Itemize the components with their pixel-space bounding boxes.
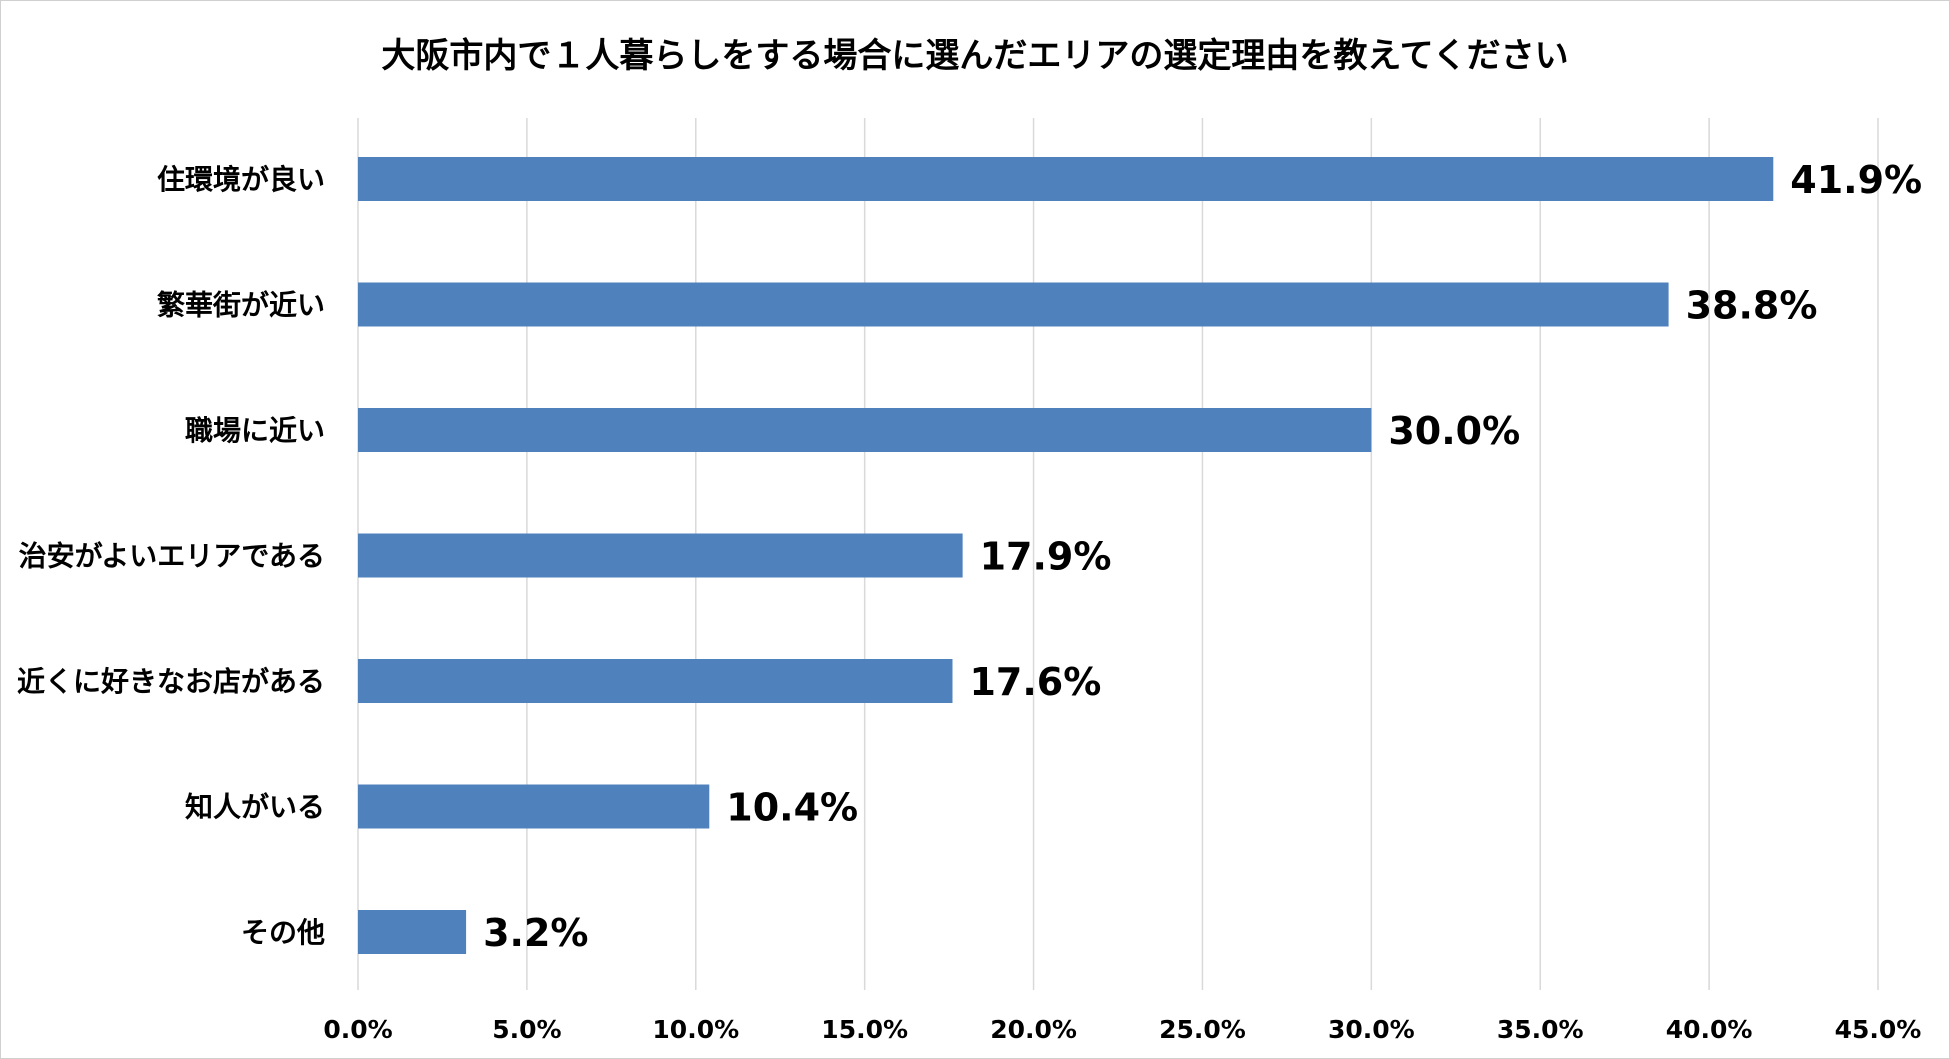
- data-label: 38.8%: [1686, 284, 1818, 328]
- data-label: 3.2%: [483, 911, 588, 955]
- bar: [358, 910, 467, 954]
- x-tick-label: 40.0%: [1666, 1015, 1753, 1044]
- category-label: 治安がよいエリアである: [19, 540, 325, 573]
- chart-title: 大阪市内で１人暮らしをする場合に選んだエリアの選定理由を教えてください: [381, 36, 1569, 76]
- data-label: 17.6%: [969, 660, 1101, 704]
- bar: [358, 533, 963, 578]
- data-label: 17.9%: [980, 535, 1112, 579]
- x-tick-label: 35.0%: [1497, 1015, 1584, 1044]
- x-tick-label: 0.0%: [323, 1015, 392, 1044]
- x-tick-label: 30.0%: [1328, 1015, 1415, 1044]
- category-label: 近くに好きなお店がある: [17, 665, 325, 698]
- category-label: 住環境が良い: [157, 163, 325, 196]
- x-tick-label: 10.0%: [652, 1015, 739, 1044]
- x-tick-label: 45.0%: [1835, 1015, 1922, 1044]
- x-tick-label: 25.0%: [1159, 1015, 1246, 1044]
- x-tick-label: 15.0%: [821, 1015, 908, 1044]
- x-tick-label: 5.0%: [492, 1015, 561, 1044]
- category-label: 職場に近い: [185, 414, 325, 447]
- category-label: 繁華街が近い: [157, 289, 325, 322]
- bar: [358, 282, 1669, 327]
- x-tick-label: 20.0%: [990, 1015, 1077, 1044]
- category-label: その他: [241, 916, 325, 949]
- data-label: 30.0%: [1388, 409, 1520, 453]
- bar: [358, 659, 953, 703]
- bar: [358, 784, 710, 829]
- bar: [358, 157, 1774, 201]
- category-label: 知人がいる: [185, 791, 325, 824]
- bar: [358, 408, 1372, 452]
- data-label: 41.9%: [1790, 158, 1922, 202]
- data-label: 10.4%: [726, 786, 858, 830]
